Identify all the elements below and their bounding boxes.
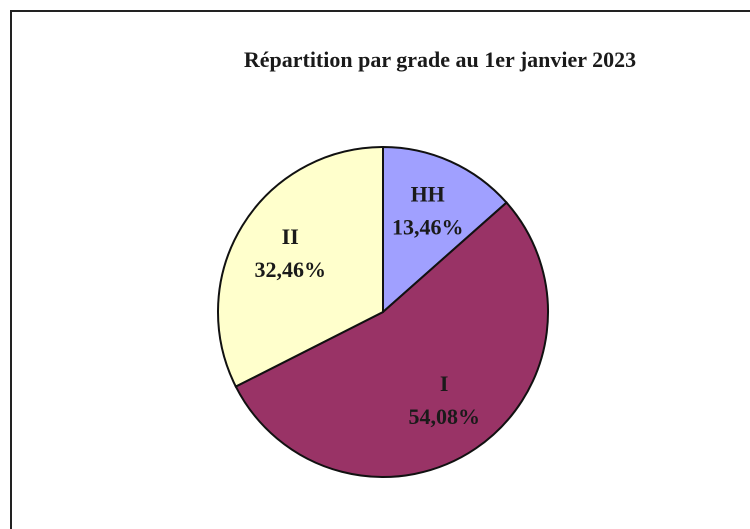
chart-title: Répartition par grade au 1er janvier 202… — [244, 47, 636, 72]
pie-slice — [234, 201, 549, 478]
value-label: 54,08% — [408, 404, 480, 429]
slice-label: II — [282, 224, 299, 249]
slice-label: I — [440, 371, 449, 396]
slice-label: HH — [411, 182, 445, 207]
pie-slice — [217, 145, 384, 388]
value-label: 13,46% — [392, 215, 464, 240]
value-label: 32,46% — [254, 257, 326, 282]
pie-slice — [382, 145, 508, 315]
